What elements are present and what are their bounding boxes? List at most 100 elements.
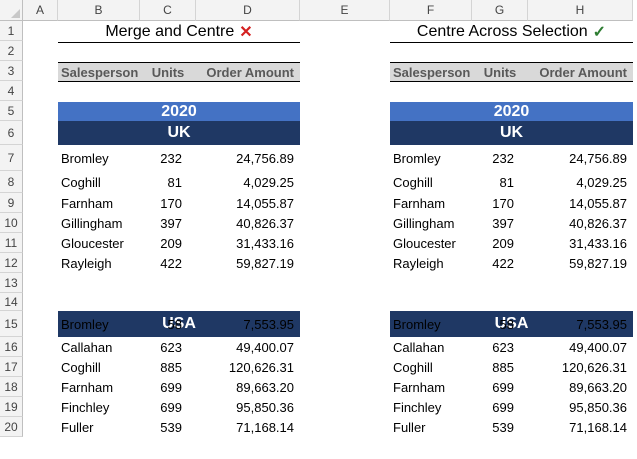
right-usa-amount-cell[interactable]: 71,168.14 xyxy=(569,419,627,435)
left-usa-salesperson-cell[interactable]: Farnham xyxy=(61,379,114,395)
right-usa-salesperson-cell[interactable]: Coghill xyxy=(393,359,433,375)
left-usa-amount-cell[interactable]: 120,626.31 xyxy=(228,359,294,375)
right-uk-amount-cell[interactable]: 31,433.16 xyxy=(569,235,627,251)
right-uk-salesperson-cell[interactable]: Coghill xyxy=(393,174,433,190)
left-usa-units-cell[interactable]: 699 xyxy=(160,379,182,395)
left-uk-salesperson-cell[interactable]: Farnham xyxy=(61,195,114,211)
left-uk-label[interactable]: UK xyxy=(167,124,191,141)
row-header-1[interactable]: 1 xyxy=(0,21,23,41)
left-usa-amount-cell[interactable]: 7,553.95 xyxy=(243,316,294,332)
row-header-12[interactable]: 12 xyxy=(0,253,23,273)
right-usa-salesperson-cell[interactable]: Fuller xyxy=(393,419,426,435)
right-usa-salesperson-cell[interactable]: Bromley xyxy=(393,316,441,332)
left-uk-salesperson-cell[interactable]: Gloucester xyxy=(61,235,124,251)
left-uk-units-cell[interactable]: 422 xyxy=(160,255,182,271)
right-uk-units-cell[interactable]: 170 xyxy=(492,195,514,211)
row-header-13[interactable]: 13 xyxy=(0,273,23,293)
left-uk-amount-cell[interactable]: 24,756.89 xyxy=(236,150,294,166)
right-usa-units-cell[interactable]: 623 xyxy=(492,339,514,355)
select-all-corner[interactable] xyxy=(0,0,23,21)
left-uk-salesperson-cell[interactable]: Bromley xyxy=(61,150,109,166)
right-year-label[interactable]: 2020 xyxy=(493,102,530,120)
left-usa-amount-cell[interactable]: 49,400.07 xyxy=(236,339,294,355)
right-usa-units-cell[interactable]: 58 xyxy=(499,316,514,332)
right-uk-amount-cell[interactable]: 24,756.89 xyxy=(569,150,627,166)
row-header-14[interactable]: 14 xyxy=(0,293,23,311)
left-uk-salesperson-cell[interactable]: Coghill xyxy=(61,174,101,190)
left-usa-salesperson-cell[interactable]: Bromley xyxy=(61,316,109,332)
right-uk-amount-cell[interactable]: 4,029.25 xyxy=(576,174,627,190)
row-header-9[interactable]: 9 xyxy=(0,193,23,213)
left-uk-amount-cell[interactable]: 40,826.37 xyxy=(236,215,294,231)
row-header-8[interactable]: 8 xyxy=(0,171,23,193)
row-header-5[interactable]: 5 xyxy=(0,101,23,121)
left-usa-units-cell[interactable]: 58 xyxy=(167,316,182,332)
row-header-16[interactable]: 16 xyxy=(0,337,23,357)
right-usa-amount-cell[interactable]: 95,850.36 xyxy=(569,399,627,415)
right-uk-label[interactable]: UK xyxy=(499,124,524,141)
right-uk-amount-cell[interactable]: 14,055.87 xyxy=(569,195,627,211)
left-usa-salesperson-cell[interactable]: Coghill xyxy=(61,359,101,375)
right-usa-salesperson-cell[interactable]: Farnham xyxy=(393,379,446,395)
left-uk-units-cell[interactable]: 209 xyxy=(160,235,182,251)
left-uk-amount-cell[interactable]: 14,055.87 xyxy=(236,195,294,211)
column-header-b[interactable]: B xyxy=(58,0,140,21)
left-uk-units-cell[interactable]: 81 xyxy=(167,174,182,190)
right-uk-salesperson-cell[interactable]: Farnham xyxy=(393,195,446,211)
right-usa-amount-cell[interactable]: 89,663.20 xyxy=(569,379,627,395)
right-uk-units-cell[interactable]: 422 xyxy=(492,255,514,271)
left-uk-salesperson-cell[interactable]: Rayleigh xyxy=(61,255,112,271)
row-header-4[interactable]: 4 xyxy=(0,81,23,101)
left-usa-amount-cell[interactable]: 95,850.36 xyxy=(236,399,294,415)
right-usa-label[interactable]: USA xyxy=(494,315,529,332)
right-uk-units-cell[interactable]: 209 xyxy=(492,235,514,251)
right-uk-salesperson-cell[interactable]: Gloucester xyxy=(393,235,456,251)
row-header-6[interactable]: 6 xyxy=(0,121,23,145)
row-header-3[interactable]: 3 xyxy=(0,61,23,81)
column-header-a[interactable]: A xyxy=(23,0,58,21)
left-uk-amount-cell[interactable]: 4,029.25 xyxy=(243,174,294,190)
column-header-f[interactable]: F xyxy=(390,0,472,21)
right-uk-salesperson-cell[interactable]: Gillingham xyxy=(393,215,455,231)
row-header-11[interactable]: 11 xyxy=(0,233,23,253)
right-usa-units-cell[interactable]: 539 xyxy=(492,419,514,435)
right-usa-salesperson-cell[interactable]: Callahan xyxy=(393,339,445,355)
right-usa-units-cell[interactable]: 885 xyxy=(492,359,514,375)
left-uk-units-cell[interactable]: 170 xyxy=(160,195,182,211)
left-usa-units-cell[interactable]: 699 xyxy=(160,399,182,415)
left-uk-amount-cell[interactable]: 31,433.16 xyxy=(236,235,294,251)
right-usa-amount-cell[interactable]: 49,400.07 xyxy=(569,339,627,355)
left-usa-units-cell[interactable]: 539 xyxy=(160,419,182,435)
left-usa-units-cell[interactable]: 623 xyxy=(160,339,182,355)
row-header-7[interactable]: 7 xyxy=(0,145,23,171)
right-usa-amount-cell[interactable]: 7,553.95 xyxy=(576,316,627,332)
right-uk-salesperson-cell[interactable]: Rayleigh xyxy=(393,255,444,271)
column-header-h[interactable]: H xyxy=(528,0,633,21)
left-uk-units-cell[interactable]: 232 xyxy=(160,150,182,166)
left-usa-amount-cell[interactable]: 71,168.14 xyxy=(236,419,294,435)
left-usa-salesperson-cell[interactable]: Finchley xyxy=(61,399,110,415)
row-header-15[interactable]: 15 xyxy=(0,311,23,337)
left-usa-salesperson-cell[interactable]: Fuller xyxy=(61,419,94,435)
right-uk-salesperson-cell[interactable]: Bromley xyxy=(393,150,441,166)
column-header-g[interactable]: G xyxy=(472,0,528,21)
left-uk-units-cell[interactable]: 397 xyxy=(160,215,182,231)
right-uk-units-cell[interactable]: 81 xyxy=(499,174,514,190)
left-uk-salesperson-cell[interactable]: Gillingham xyxy=(61,215,123,231)
right-uk-units-cell[interactable]: 397 xyxy=(492,215,514,231)
column-header-c[interactable]: C xyxy=(140,0,196,21)
row-header-17[interactable]: 17 xyxy=(0,357,23,377)
row-header-20[interactable]: 20 xyxy=(0,417,23,437)
right-uk-amount-cell[interactable]: 59,827.19 xyxy=(569,255,627,271)
left-uk-amount-cell[interactable]: 59,827.19 xyxy=(236,255,294,271)
left-usa-units-cell[interactable]: 885 xyxy=(160,359,182,375)
row-header-10[interactable]: 10 xyxy=(0,213,23,233)
left-year-label[interactable]: 2020 xyxy=(161,102,197,120)
left-usa-label[interactable]: USA xyxy=(162,315,196,332)
left-usa-amount-cell[interactable]: 89,663.20 xyxy=(236,379,294,395)
row-header-19[interactable]: 19 xyxy=(0,397,23,417)
right-uk-units-cell[interactable]: 232 xyxy=(492,150,514,166)
right-usa-units-cell[interactable]: 699 xyxy=(492,379,514,395)
column-header-d[interactable]: D xyxy=(196,0,300,21)
right-usa-salesperson-cell[interactable]: Finchley xyxy=(393,399,442,415)
